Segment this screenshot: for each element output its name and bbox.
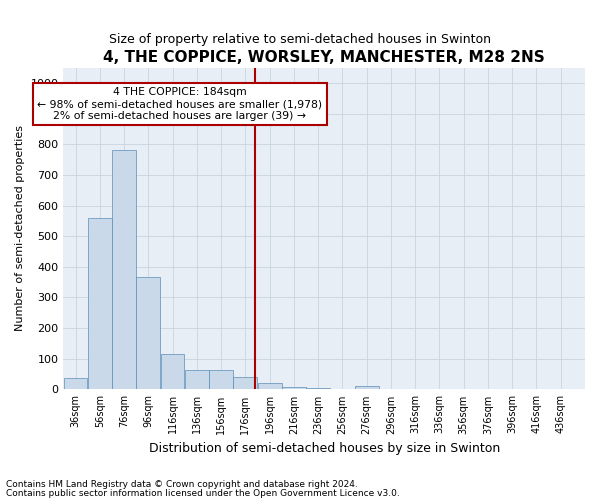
Bar — [64, 378, 88, 390]
Bar — [258, 384, 281, 390]
X-axis label: Distribution of semi-detached houses by size in Swinton: Distribution of semi-detached houses by … — [149, 442, 500, 455]
Bar — [355, 386, 379, 390]
Bar — [136, 277, 160, 390]
Bar — [233, 377, 257, 390]
Bar — [161, 354, 184, 390]
Bar — [185, 370, 209, 390]
Bar — [112, 150, 136, 390]
Text: 4 THE COPPICE: 184sqm  
← 98% of semi-detached houses are smaller (1,978)
  2% o: 4 THE COPPICE: 184sqm ← 98% of semi-deta… — [37, 88, 322, 120]
Text: Size of property relative to semi-detached houses in Swinton: Size of property relative to semi-detach… — [109, 32, 491, 46]
Bar — [88, 218, 112, 390]
Text: Contains HM Land Registry data © Crown copyright and database right 2024.: Contains HM Land Registry data © Crown c… — [6, 480, 358, 489]
Bar — [282, 387, 306, 390]
Title: 4, THE COPPICE, WORSLEY, MANCHESTER, M28 2NS: 4, THE COPPICE, WORSLEY, MANCHESTER, M28… — [103, 50, 545, 65]
Text: Contains public sector information licensed under the Open Government Licence v3: Contains public sector information licen… — [6, 488, 400, 498]
Y-axis label: Number of semi-detached properties: Number of semi-detached properties — [15, 126, 25, 332]
Bar — [209, 370, 233, 390]
Bar — [306, 388, 330, 390]
